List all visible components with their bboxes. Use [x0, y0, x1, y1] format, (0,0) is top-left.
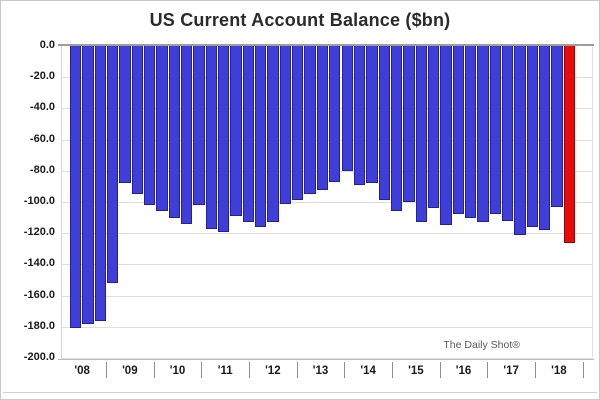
bar [144, 46, 156, 206]
bar [316, 46, 329, 190]
y-tick-label: -180.0 [23, 319, 55, 332]
bar [415, 46, 427, 223]
y-tick-label: -60.0 [29, 132, 55, 145]
year-tick-separator [296, 362, 298, 378]
y-tick-label: -160.0 [23, 288, 55, 301]
bar [107, 46, 119, 284]
bar [366, 46, 378, 184]
x-year-label: '15 [408, 365, 424, 377]
gridline [61, 358, 592, 359]
bar-highlighted-latest [563, 46, 575, 243]
bar [551, 46, 563, 207]
gridline [61, 233, 592, 235]
y-tick-label: 0.0 [39, 39, 55, 51]
bar [82, 46, 94, 324]
bar [292, 46, 304, 201]
bar [181, 46, 193, 224]
year-tick-separator [201, 362, 203, 378]
year-tick-separator [392, 362, 394, 378]
gridline [61, 202, 592, 203]
y-tick-label: -80.0 [29, 163, 55, 176]
bar [514, 46, 526, 235]
bar [477, 46, 489, 223]
bar [403, 46, 415, 202]
bar [427, 46, 440, 209]
bar [168, 46, 181, 218]
bar [390, 46, 403, 212]
x-year-label: '18 [551, 365, 567, 377]
bar [230, 46, 242, 217]
year-tick-separator [439, 362, 441, 378]
bottom-border-line [3, 392, 597, 393]
bar [304, 46, 316, 195]
plot-area [58, 44, 594, 359]
y-tick-label: -100.0 [23, 195, 55, 207]
bar [538, 46, 551, 231]
bar [156, 46, 168, 212]
bar [452, 46, 464, 215]
x-year-label: '10 [169, 365, 186, 377]
bar [267, 46, 279, 223]
x-year-label: '16 [455, 365, 472, 377]
year-tick-separator [249, 362, 250, 378]
gridline [61, 295, 592, 297]
year-tick-separator [106, 362, 107, 378]
chart-title: US Current Account Balance ($bn) [149, 10, 451, 30]
bar [353, 46, 366, 185]
y-tick-label: -120.0 [23, 226, 55, 239]
bar [501, 46, 514, 221]
year-tick-separator [344, 362, 346, 378]
x-year-label: '09 [122, 365, 138, 377]
bar [489, 46, 501, 215]
bar [440, 46, 452, 226]
year-tick-separator [153, 362, 155, 378]
zero-baseline [58, 44, 594, 46]
year-tick-separator [582, 362, 584, 378]
bar [378, 46, 390, 201]
bar [70, 46, 82, 329]
bar [255, 46, 267, 227]
x-year-label: '17 [503, 365, 519, 377]
bar [131, 46, 144, 195]
x-year-label: '14 [360, 365, 376, 377]
x-axis-line [58, 359, 594, 360]
bar [193, 46, 205, 206]
bar [218, 46, 230, 232]
bar [205, 46, 218, 229]
y-tick-label: -140.0 [23, 257, 55, 270]
year-tick-separator [487, 362, 489, 378]
y-tick-label: -200.0 [23, 351, 55, 363]
bar [94, 46, 106, 321]
gridline [61, 326, 592, 328]
gridline [61, 264, 592, 266]
y-tick-label: -40.0 [29, 101, 55, 114]
bar [279, 46, 292, 204]
y-tick-label: -20.0 [29, 70, 55, 83]
x-year-label: '13 [312, 365, 329, 377]
x-year-label: '11 [217, 365, 233, 377]
plot-right-border [592, 46, 593, 359]
bar [329, 46, 341, 182]
x-year-label: '12 [265, 365, 281, 377]
x-year-label: '08 [74, 365, 90, 377]
bar [464, 46, 477, 218]
bar [341, 46, 353, 171]
bar [119, 46, 131, 184]
watermark-daily-shot: The Daily Shot® [443, 339, 520, 351]
year-tick-separator [535, 362, 537, 378]
bar [242, 46, 255, 223]
bar [526, 46, 538, 227]
